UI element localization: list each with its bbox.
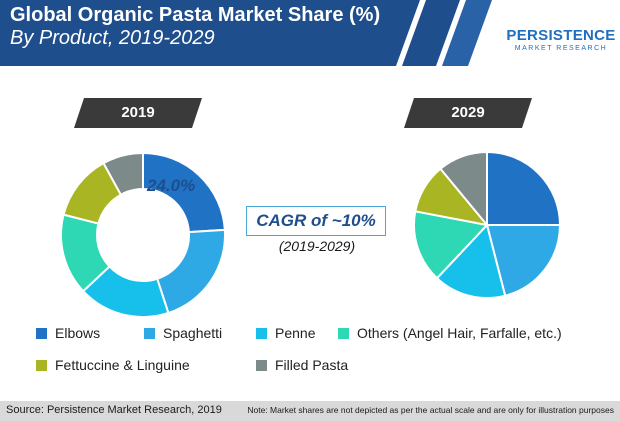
legend-swatch-fettuccine xyxy=(36,359,47,371)
chart-title: Global Organic Pasta Market Share (%) By… xyxy=(10,4,380,50)
donut-chart-2019 xyxy=(60,151,226,318)
logo-main-text: PERSISTENCE xyxy=(506,27,616,44)
legend-swatch-penne xyxy=(256,327,267,339)
title-line-1: Global Organic Pasta Market Share (%) xyxy=(10,4,381,26)
cagr-label: CAGR of ~10% xyxy=(256,211,376,230)
legend-item-elbows: Elbows xyxy=(36,325,100,341)
legend-label-spaghetti: Spaghetti xyxy=(163,325,223,341)
data-label-elbows-2019: 24.0% xyxy=(147,176,196,195)
slice-2029-others-angel-hair-farfalle-etc xyxy=(413,210,489,280)
legend-label-others: Others (Angel Hair, Farfalle, etc.) xyxy=(357,325,562,341)
year-label-2019: 2019 xyxy=(121,104,155,121)
legend-swatch-filled-pasta xyxy=(256,359,267,371)
legend-swatch-elbows xyxy=(36,327,47,339)
year-label-2029: 2029 xyxy=(451,104,485,121)
legend-item-filled-pasta: Filled Pasta xyxy=(256,357,348,373)
title-line-2: By Product, 2019-2029 xyxy=(10,27,215,49)
note-text: Note: Market shares are not depicted as … xyxy=(247,405,614,415)
slice-2019-filled-pasta xyxy=(102,151,144,197)
logo-sub-text: MARKET RESEARCH xyxy=(514,45,608,52)
source-text: Source: Persistence Market Research, 201… xyxy=(6,404,222,416)
legend-item-penne: Penne xyxy=(256,325,315,341)
slice-2029-elbows xyxy=(486,150,562,226)
pie-chart-2029 xyxy=(413,150,562,299)
legend-swatch-spaghetti xyxy=(144,327,155,339)
brand-logo: PERSISTENCE MARKET RESEARCH xyxy=(505,28,617,52)
legend-label-penne: Penne xyxy=(275,325,316,341)
cagr-period: (2019-2029) xyxy=(278,238,356,254)
legend-item-others: Others (Angel Hair, Farfalle, etc.) xyxy=(338,325,562,341)
cagr-box: CAGR of ~10% xyxy=(246,206,386,236)
legend-label-filled-pasta: Filled Pasta xyxy=(275,357,349,373)
footer-bar: Source: Persistence Market Research, 201… xyxy=(0,401,620,421)
title-banner xyxy=(0,0,492,66)
slice-2029-spaghetti xyxy=(485,224,562,297)
legend-swatch-others xyxy=(338,327,349,339)
legend-label-fettuccine: Fettuccine & Linguine xyxy=(55,357,190,373)
slice-2029-penne xyxy=(435,222,507,299)
legend-label-elbows: Elbows xyxy=(55,325,101,341)
year-tab-2019: 2019 xyxy=(74,98,202,128)
slice-2029-filled-pasta xyxy=(439,150,488,228)
year-tab-2029: 2029 xyxy=(404,98,532,128)
legend-item-fettuccine: Fettuccine & Linguine xyxy=(36,357,190,373)
legend-item-spaghetti: Spaghetti xyxy=(144,325,222,341)
slice-2019-spaghetti xyxy=(155,228,226,315)
